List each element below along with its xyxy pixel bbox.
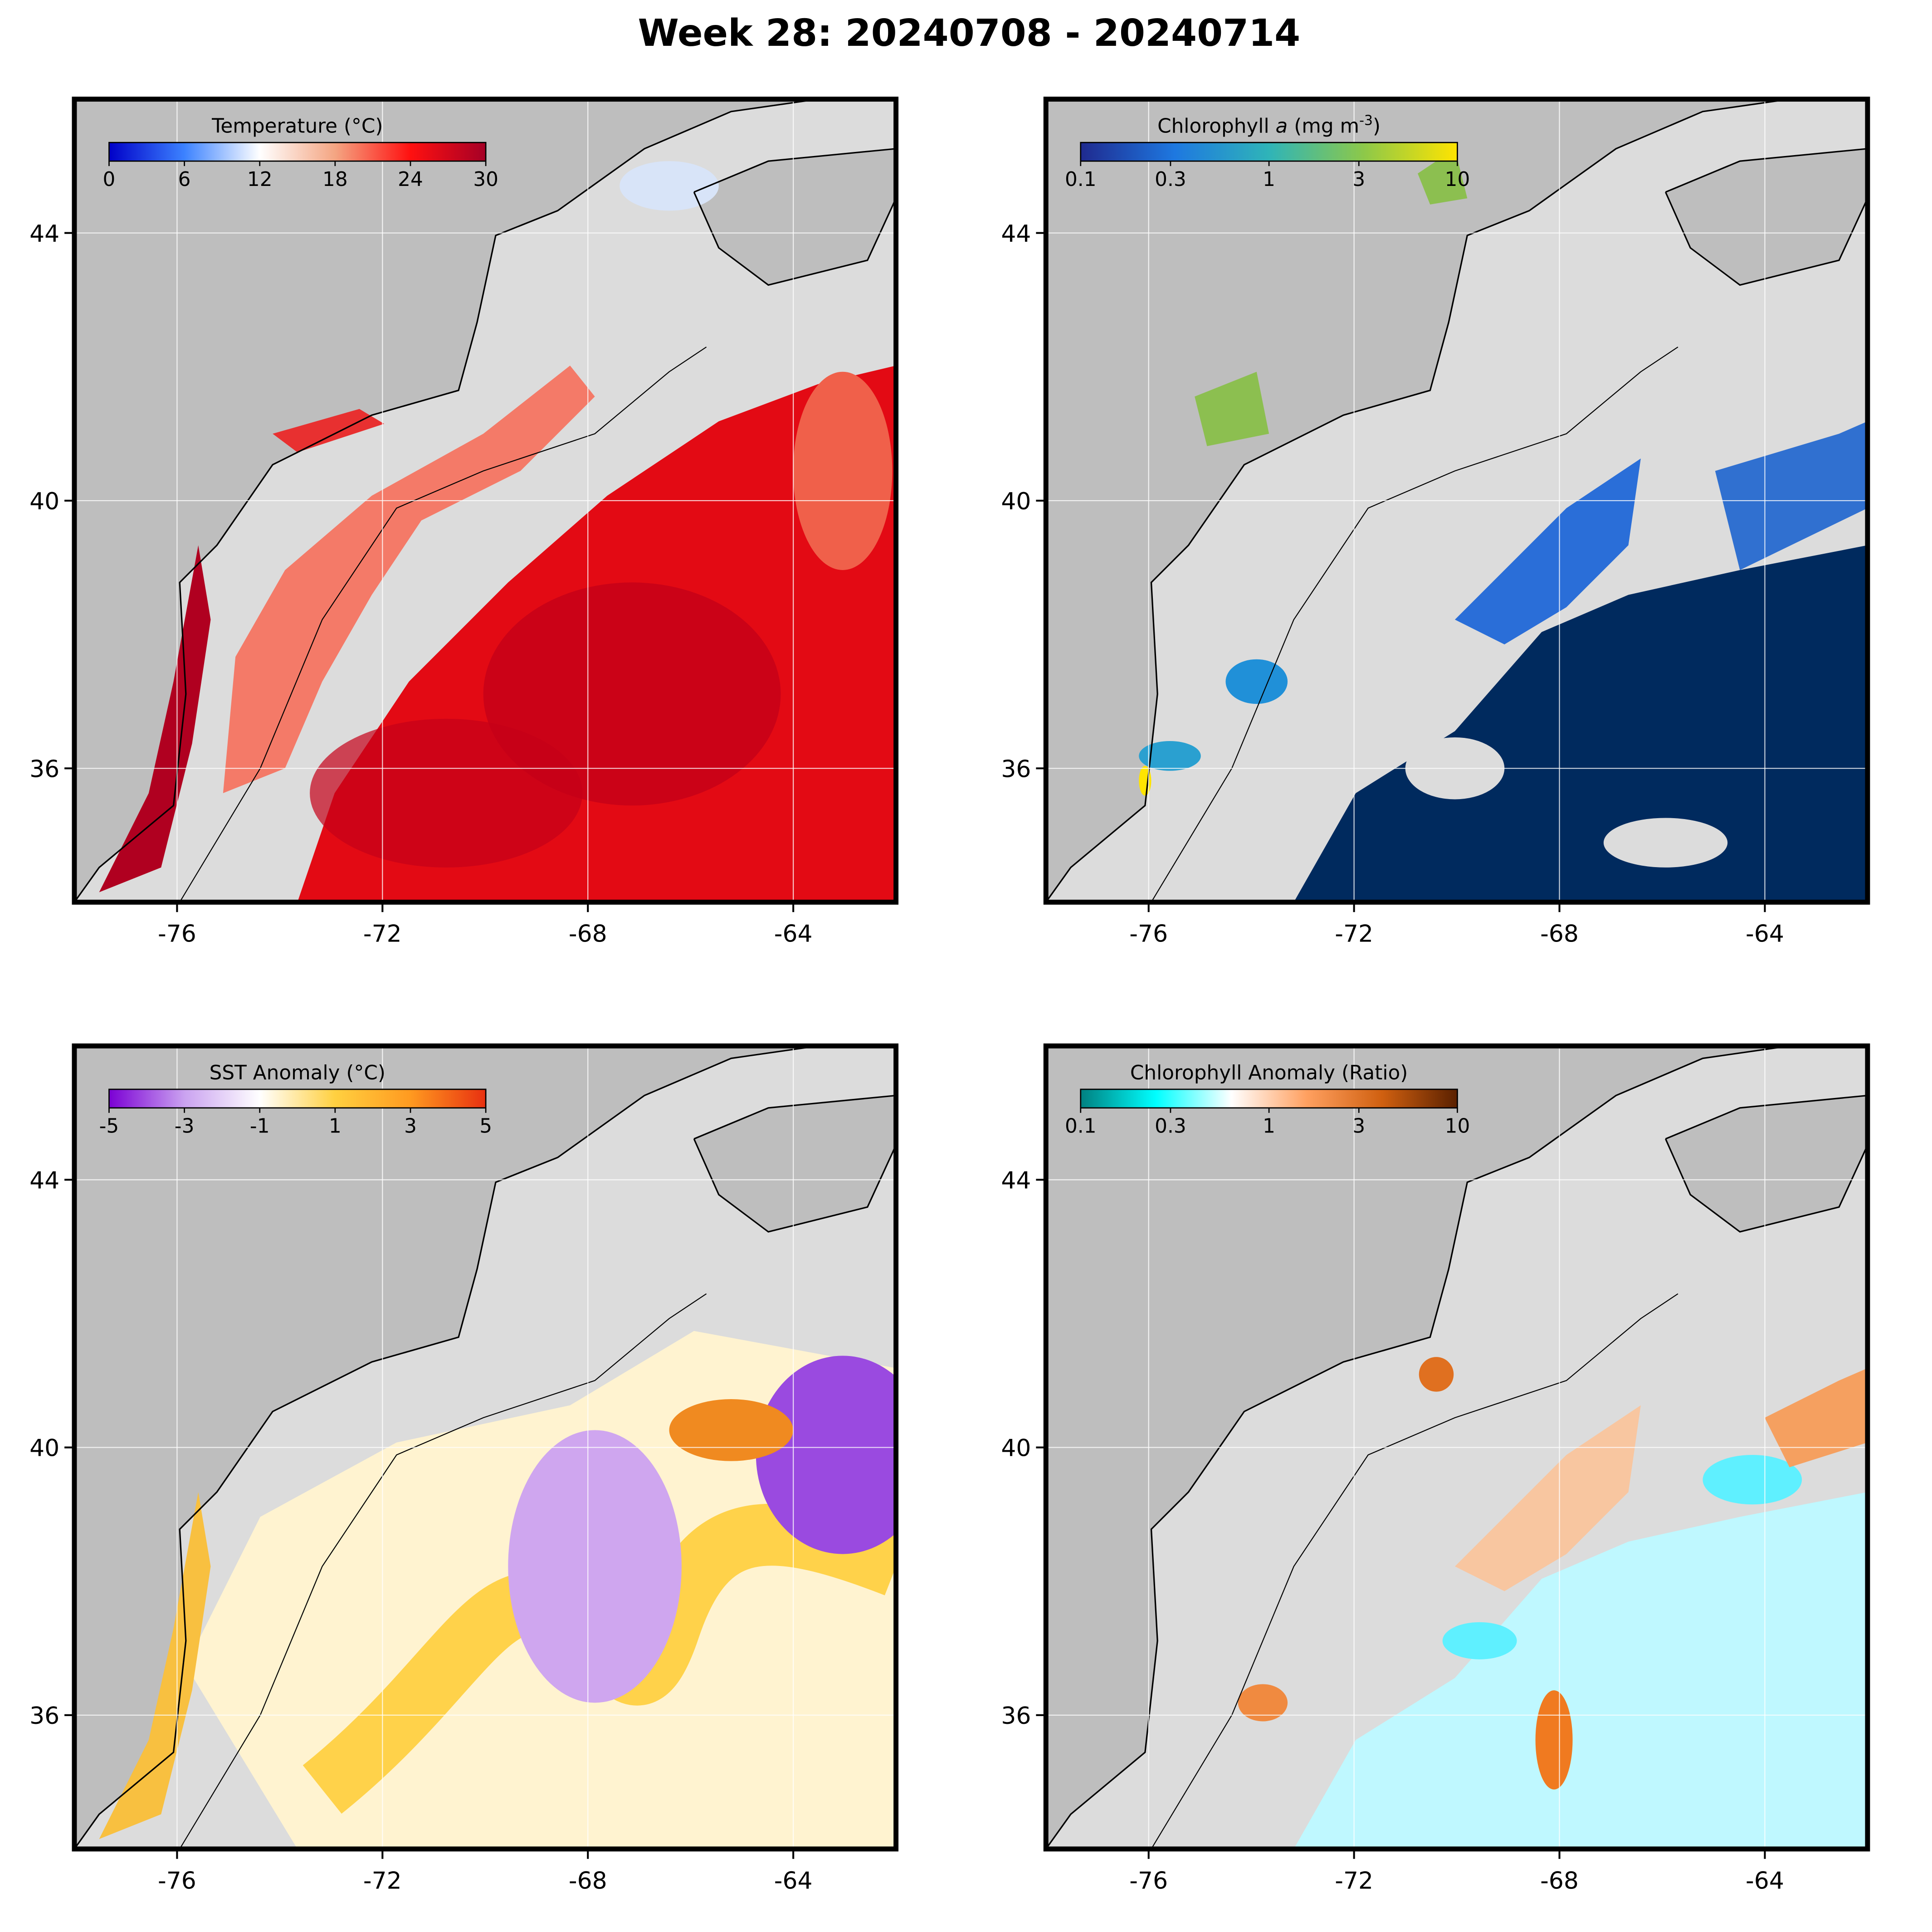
y-tick-label: 44: [29, 1167, 59, 1194]
y-tick-label: 36: [1001, 1703, 1031, 1730]
colorbar-label-part: Chlorophyll Anomaly (Ratio): [1130, 1061, 1408, 1084]
y-tick-label: 44: [29, 220, 59, 248]
panel-axes: -76 -72 -68 -64 44 40 36 Chlorophyll a (mg m-3)…: [1001, 97, 1870, 948]
y-tick-label: 36: [29, 756, 59, 783]
colorbar-label: SST Anomaly (°C): [210, 1061, 385, 1084]
x-tick-label: -76: [1129, 1867, 1168, 1894]
y-tick-label: 40: [1001, 1435, 1031, 1462]
colorbar-tick-label: 0: [103, 168, 116, 191]
colorbar-label-part: SST Anomaly (°C): [210, 1061, 385, 1084]
colorbar-tick-label: 6: [178, 168, 191, 191]
sst-anomaly-map: [74, 1046, 896, 1849]
x-tick-label: -72: [363, 1867, 402, 1894]
colorbar-tick-label: 3: [1352, 168, 1365, 191]
colorbar-tick-label: 1: [1263, 168, 1275, 191]
x-tick-label: -64: [774, 921, 813, 948]
colorbar-label-part: a: [1276, 114, 1288, 137]
x-tick-label: -68: [1540, 1867, 1579, 1894]
colorbar-label: Temperature (°C): [211, 114, 383, 137]
panel-frame: [72, 97, 899, 905]
colorbar-tick-label: 0.1: [1065, 1115, 1097, 1138]
x-tick-label: -68: [569, 921, 607, 948]
colorbar-tick-label: 3: [1352, 1115, 1365, 1138]
colorbar-tick-label: -1: [250, 1115, 270, 1138]
panel-frame: [1043, 97, 1870, 905]
colorbar: [108, 1088, 487, 1109]
colorbar-label-part: Chlorophyll: [1157, 114, 1275, 137]
panel-axes: -76 -72 -68 -64 44 40 36 Chlorophyll Anomaly (R…: [1001, 1043, 1870, 1894]
colorbar-tick-label: 12: [247, 168, 273, 191]
panel-frame: [1043, 1043, 1870, 1852]
colorbar: [108, 141, 487, 162]
x-tick-label: -76: [158, 1867, 196, 1894]
colorbar-tick-label: 10: [1445, 1115, 1470, 1138]
colorbar-tick-label: 10: [1445, 168, 1470, 191]
panel-axes: -76 -72 -68 -64 44 40 36 SST Anomaly (°C) -5 -3 -1…: [29, 1043, 899, 1894]
chlorophyll-map: [1046, 99, 1868, 903]
x-tick-label: -72: [363, 921, 402, 948]
chlorophyll-anomaly-map: [1046, 1046, 1868, 1849]
y-tick-label: 40: [29, 1435, 59, 1462]
colorbar-tick-label: 1: [1263, 1115, 1275, 1138]
figure-title: Week 28: 20240708 - 20240714: [638, 12, 1300, 55]
y-tick-label: 36: [29, 1703, 59, 1730]
x-tick-label: -72: [1335, 1867, 1373, 1894]
colorbar-label-part: (mg m: [1288, 114, 1359, 137]
colorbar-tick-label: 30: [473, 168, 498, 191]
x-tick-label: -64: [1746, 921, 1784, 948]
colorbar-tick-label: -3: [175, 1115, 195, 1138]
colorbar-label-part: ): [1373, 114, 1381, 137]
x-tick-label: -64: [1746, 1867, 1784, 1894]
panel-frame: [72, 1043, 899, 1852]
colorbar-tick-label: 1: [329, 1115, 342, 1138]
y-tick-label: 40: [1001, 488, 1031, 515]
colorbar-tick-label: 18: [322, 168, 348, 191]
x-tick-label: -64: [774, 1867, 813, 1894]
x-tick-label: -68: [569, 1867, 607, 1894]
colorbar-tick-label: -5: [99, 1115, 119, 1138]
panel-axes: -76 -72 -68 -64 44 40 36 Temperature (°C) 0 6 12 18…: [29, 97, 899, 948]
colorbar-label-part: -3: [1359, 112, 1373, 128]
x-tick-label: -72: [1335, 921, 1373, 948]
colorbar-label: Chlorophyll a (mg m-3): [1157, 112, 1381, 138]
y-tick-label: 36: [1001, 756, 1031, 783]
colorbar-tick-label: 0.3: [1155, 1115, 1186, 1138]
y-tick-label: 40: [29, 488, 59, 515]
colorbar: [1080, 1088, 1458, 1109]
colorbar-tick-label: 5: [479, 1115, 492, 1138]
y-tick-label: 44: [1001, 1167, 1031, 1194]
colorbar-label-part: Temperature (°C): [211, 114, 383, 137]
colorbar-tick-label: 24: [398, 168, 423, 191]
x-tick-label: -68: [1540, 921, 1579, 948]
y-tick-label: 44: [1001, 220, 1031, 248]
x-tick-label: -76: [1129, 921, 1168, 948]
colorbar-tick-label: 3: [404, 1115, 417, 1138]
colorbar: [1080, 141, 1458, 162]
colorbar-label: Chlorophyll Anomaly (Ratio): [1130, 1061, 1408, 1084]
x-tick-label: -76: [158, 921, 196, 948]
colorbar-tick-label: 0.1: [1065, 168, 1097, 191]
colorbar-tick-label: 0.3: [1155, 168, 1186, 191]
